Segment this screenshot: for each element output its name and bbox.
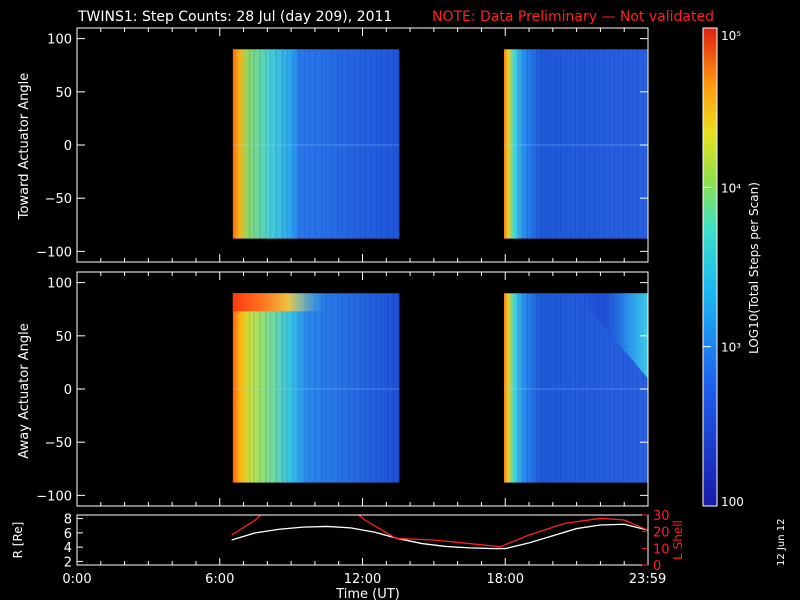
lshell-ytick-label: 0 <box>653 559 661 574</box>
toward-ylabel: Toward Actuator Angle <box>17 73 32 220</box>
lshell-ytick-label: 30 <box>653 509 670 524</box>
chart-title: TWINS1: Step Counts: 28 Jul (day 209), 2… <box>77 9 392 25</box>
radius-line <box>231 523 648 550</box>
colorbar-tick-label: 10³ <box>721 341 741 355</box>
away-data-block-0 <box>232 293 400 483</box>
toward-data-block-1 <box>504 49 648 239</box>
orbit-ytick-label: 4 <box>64 541 72 556</box>
time-tick-label: 0:00 <box>62 572 91 587</box>
colorbar-tick-label: 10⁴ <box>721 181 741 195</box>
lshell-ytick-label: 10 <box>653 542 670 557</box>
colorbar-ticks: 10⁵ 10⁴ 10³ 100 <box>703 27 744 509</box>
away-upper-wedge <box>576 293 648 379</box>
orbit-frame <box>76 514 649 566</box>
toward-data-block-0 <box>232 49 400 239</box>
toward-ytick-label: −100 <box>36 245 72 260</box>
orbit-ytick-label: 2 <box>64 555 72 570</box>
lshell-ylabel: L Shell <box>671 520 685 560</box>
orbit-ytick-label: 6 <box>64 527 72 542</box>
away-ytick-label: 50 <box>55 330 72 345</box>
orbit-ytick-label: 8 <box>64 513 72 528</box>
colorbar-tick-label: 10⁵ <box>721 29 741 43</box>
time-tick-label: 12:00 <box>344 572 381 587</box>
time-tick-label: 23:59 <box>629 572 666 587</box>
time-tick-label: 6:00 <box>205 572 234 587</box>
toward-ytick-label: 0 <box>64 139 72 154</box>
toward-ytick-label: 100 <box>47 33 72 48</box>
away-ytick-label: 0 <box>64 383 72 398</box>
away-top-band <box>232 293 325 312</box>
toward-ytick-label: 50 <box>55 86 72 101</box>
colorbar-label: LOG10(Total Steps per Scan) <box>747 182 761 354</box>
orbit-lines <box>231 515 648 550</box>
note-text: NOTE: Data Preliminary — Not validated <box>432 9 714 25</box>
time-xlabel: Time (UT) <box>335 587 400 600</box>
away-ytick-label: −100 <box>36 489 72 504</box>
away-ytick-label: 100 <box>47 277 72 292</box>
colorbar-tick-label: 100 <box>721 495 744 509</box>
away-ylabel: Away Actuator Angle <box>17 323 32 458</box>
time-tick-label: 18:00 <box>487 572 524 587</box>
away-panel: 100 50 0 −50 −100 <box>36 271 649 507</box>
toward-panel: 100 50 0 −50 −100 <box>36 27 649 263</box>
toward-ytick-label: −50 <box>45 192 72 207</box>
away-ytick-label: −50 <box>45 436 72 451</box>
colorbar <box>702 27 718 507</box>
lshell-ytick-label: 20 <box>653 526 670 541</box>
orbit-ylabel: R [Re] <box>11 522 25 559</box>
lshell-line <box>231 515 648 548</box>
side-date: 12 Jun 12 <box>776 519 787 566</box>
